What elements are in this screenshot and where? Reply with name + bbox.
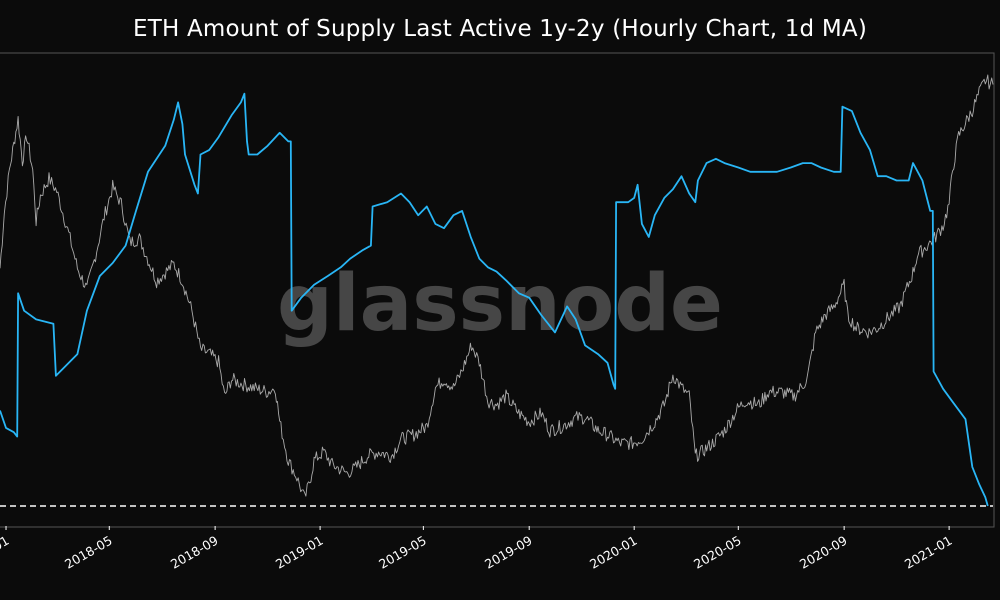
plot-frame xyxy=(0,52,995,528)
x-tick-label: 2020-01 xyxy=(587,533,640,572)
supply-series-layer xyxy=(0,92,989,507)
watermark: glassnode xyxy=(277,259,723,349)
x-tick-label: 2019-01 xyxy=(273,533,326,572)
x-tick-label: 2018-01 xyxy=(0,533,12,572)
x-tick-label: 2018-09 xyxy=(168,533,221,572)
price-series-layer xyxy=(0,74,994,497)
x-tick-label: 2018-05 xyxy=(62,533,115,572)
x-tick-label: 2020-09 xyxy=(797,533,850,572)
price-series-line xyxy=(0,74,994,497)
supply-series-line xyxy=(0,92,989,507)
x-tick-label: 2019-05 xyxy=(376,533,429,572)
x-axis: 2018-01 2018-05 2018-09 2019-01 2019-05 2019-… xyxy=(0,526,955,572)
chart-title: ETH Amount of Supply Last Active 1y-2y (… xyxy=(132,16,868,42)
x-tick-label: 2021-01 xyxy=(902,533,955,572)
x-tick-label: 2019-09 xyxy=(482,533,535,572)
x-tick-label: 2020-05 xyxy=(691,533,744,572)
